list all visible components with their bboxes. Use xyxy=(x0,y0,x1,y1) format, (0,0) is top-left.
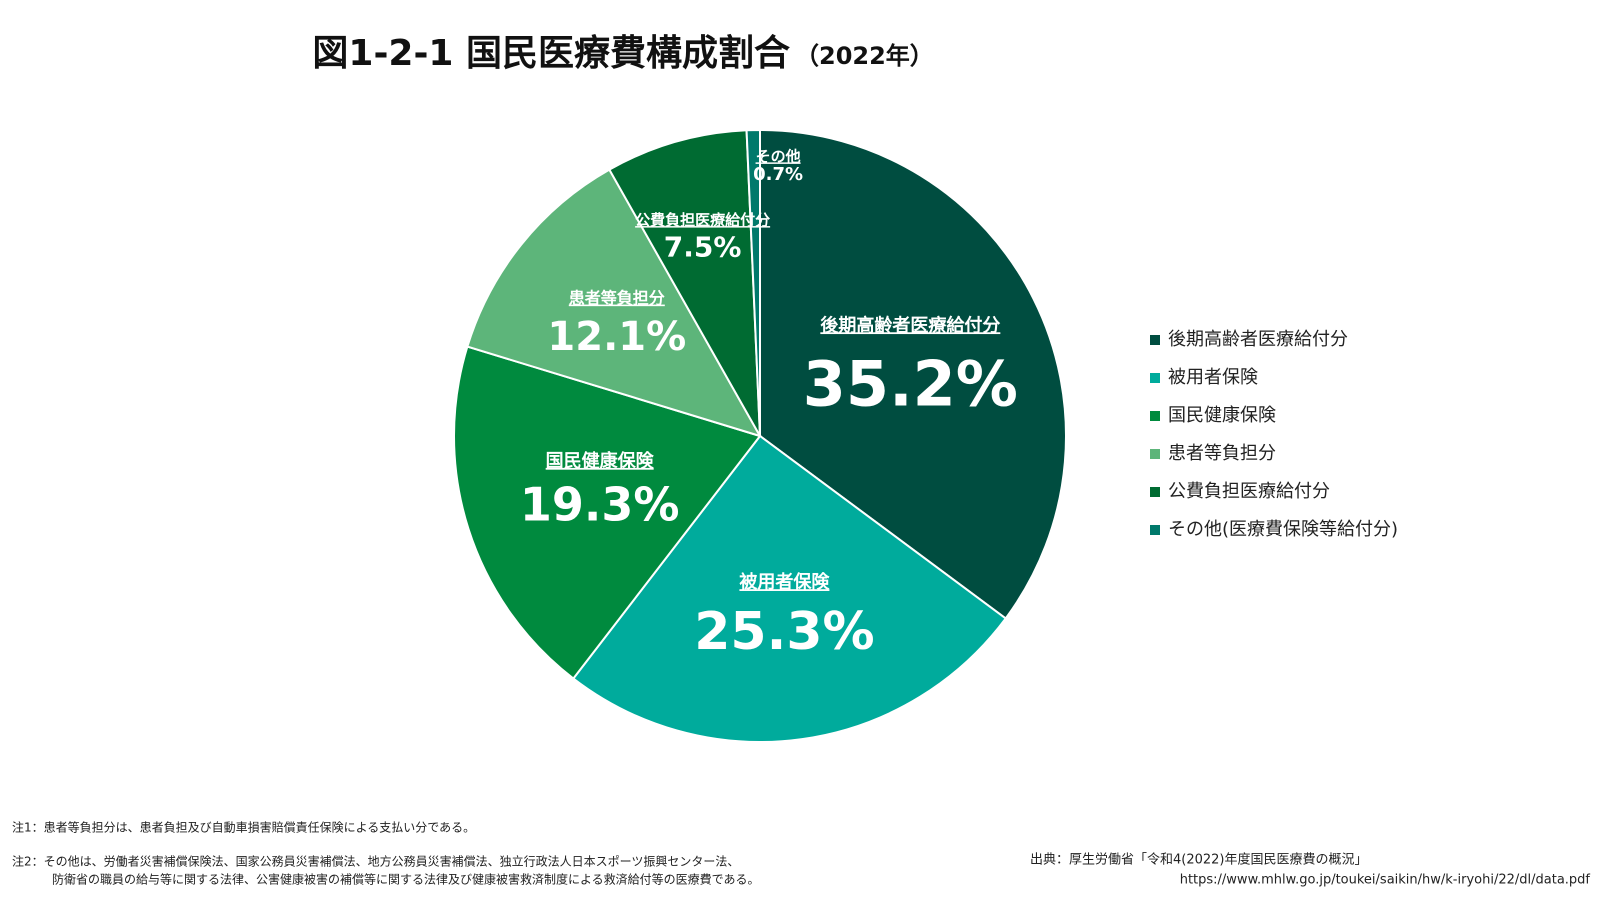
legend-label: 患者等負担分 xyxy=(1168,443,1276,464)
value-label: 25.3% xyxy=(694,602,874,662)
legend-swatch xyxy=(1150,525,1160,535)
legend-swatch xyxy=(1150,335,1160,345)
legend-label: その他(医療費保険等給付分) xyxy=(1168,519,1398,540)
value-label: 19.3% xyxy=(520,477,680,531)
value-label: 12.1% xyxy=(547,314,686,360)
slice-label: 国民健康保険 xyxy=(546,450,655,472)
slice-label: 患者等負担分 xyxy=(569,289,665,308)
chart-title: 図1-2-1 国民医療費構成割合 xyxy=(312,33,790,74)
value-label: 35.2% xyxy=(803,347,1018,420)
legend-label: 被用者保険 xyxy=(1168,367,1258,388)
legend-swatch xyxy=(1150,373,1160,383)
pie-slice xyxy=(745,128,761,437)
note: 注1：患者等負担分は、患者負担及び自動車損害賠償責任保険による支払い分である。 xyxy=(12,820,475,835)
legend-swatch xyxy=(1150,449,1160,459)
legend-swatch xyxy=(1150,411,1160,421)
note: 注2：その他は、労働者災害補償保険法、国家公務員災害補償法、地方公務員災害補償法… xyxy=(12,854,739,869)
pie-slice xyxy=(571,434,1008,743)
legend-label: 公費負担医療給付分 xyxy=(1168,481,1330,502)
source: 出典：厚生労働省「令和4(2022)年度国民医療費の概況」 xyxy=(1030,852,1368,868)
chart-subtitle: （2022年） xyxy=(795,42,934,70)
pie-slice xyxy=(759,128,1067,620)
legend-label: 国民健康保険 xyxy=(1168,405,1276,426)
legend-label: 後期高齢者医療給付分 xyxy=(1168,329,1348,350)
note: 防衛省の職員の給与等に関する法律、公害健康被害の補償等に関する法律及び健康被害救… xyxy=(52,872,760,887)
slice-label: その他 xyxy=(756,147,801,165)
slice-label: 後期高齢者医療給付分 xyxy=(820,314,1000,336)
value-label: 7.5% xyxy=(664,231,742,264)
slice-label: 公費負担医療給付分 xyxy=(635,211,770,229)
pie-slice xyxy=(453,345,762,680)
value-label: 0.7% xyxy=(753,164,803,185)
pie-slice xyxy=(466,168,763,438)
slice-label: 被用者保険 xyxy=(739,571,830,593)
legend-swatch xyxy=(1150,487,1160,497)
source-url: https://www.mhlw.go.jp/toukei/saikin/hw/… xyxy=(1180,873,1591,888)
pie-slice xyxy=(607,129,761,437)
